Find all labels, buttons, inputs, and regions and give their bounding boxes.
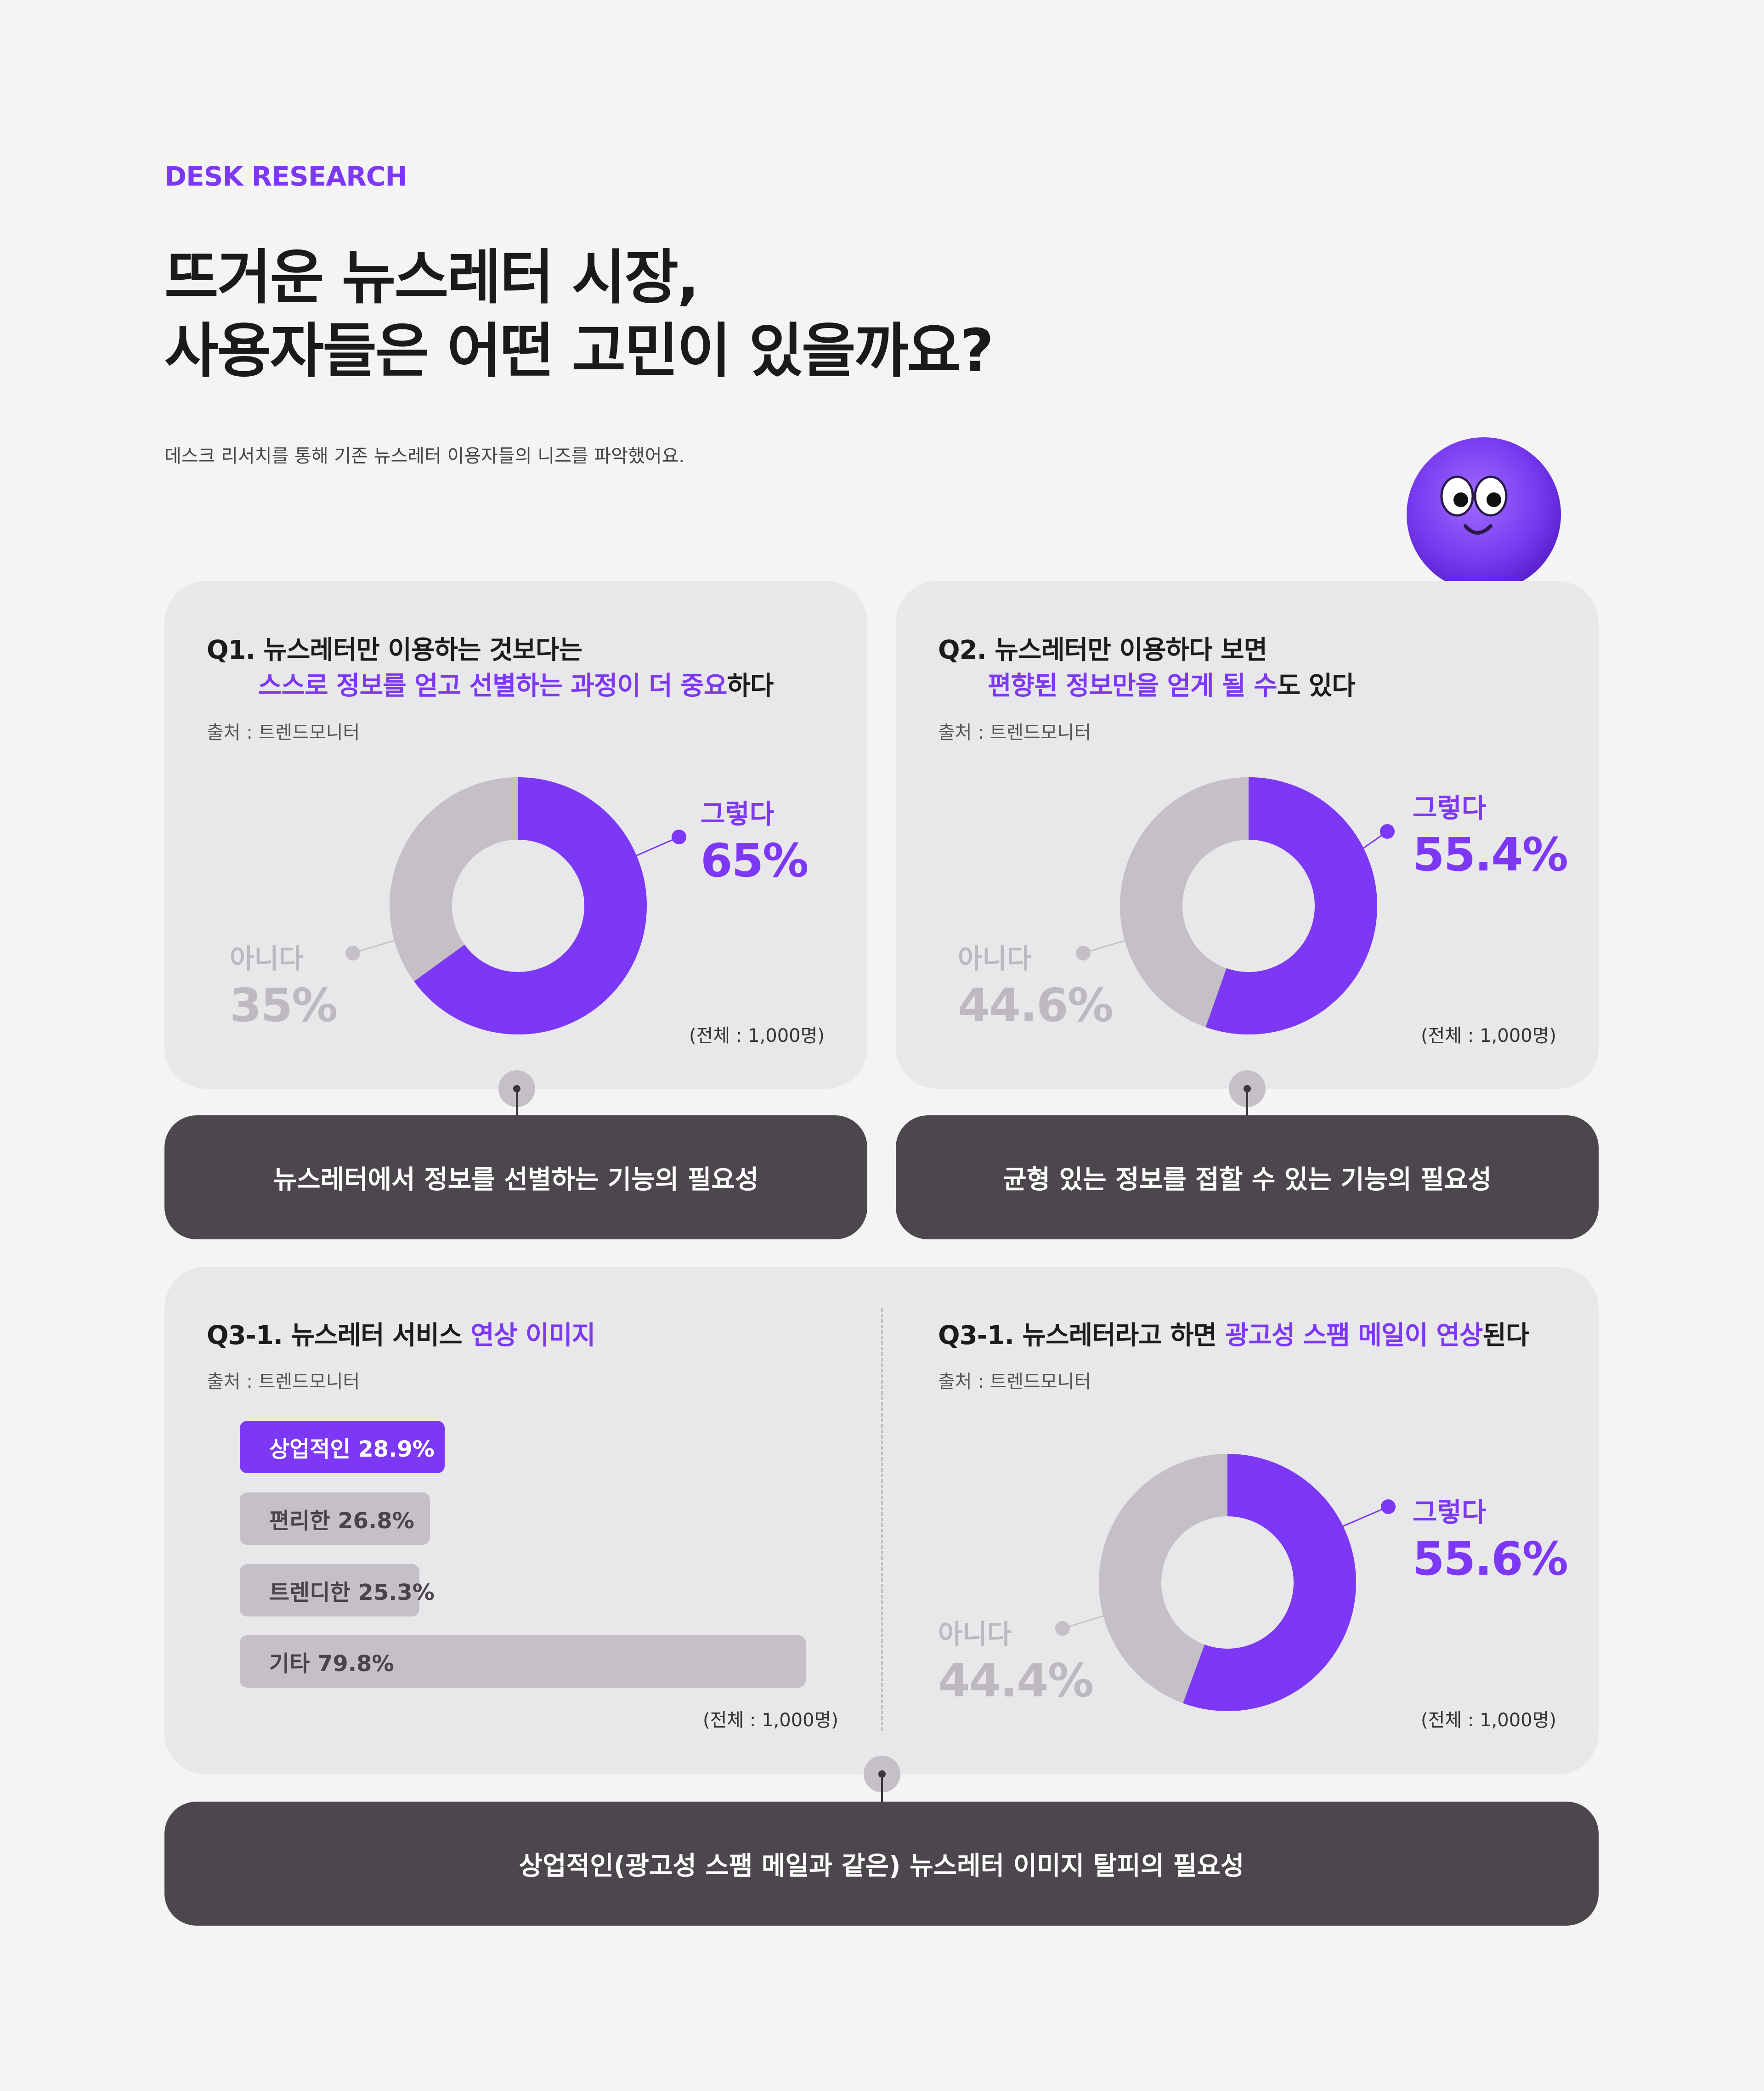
q31b-yes-label: 그렇다 <box>1413 1497 1487 1528</box>
q2-no-label: 아니다 <box>958 943 1032 974</box>
q31a-title: Q3-1. 뉴스레터 서비스 연상 이미지 <box>207 1315 595 1352</box>
q1-no-value: 35% <box>230 978 338 1032</box>
q2-no-leader <box>1076 939 1126 961</box>
q31b-title-highlight: 광고성 스팸 메일이 연상 <box>1225 1321 1483 1351</box>
q1-yes-value: 65% <box>701 834 808 887</box>
q1-no-leader <box>345 939 396 961</box>
q1-question-highlight: 스스로 정보를 얻고 선별하는 과정이 더 중요 <box>258 671 727 701</box>
q2-total: (전체 : 1,000명) <box>1421 1025 1557 1046</box>
q31b-no-value: 44.4% <box>938 1654 1094 1707</box>
q1-source: 출처 : 트렌드모니터 <box>207 722 360 743</box>
q31b-no-leader <box>1055 1615 1105 1636</box>
q2-donut-chart <box>1120 777 1377 1034</box>
bar-4: 기타 79.8% <box>240 1635 806 1688</box>
q31a-title-highlight: 연상 이미지 <box>470 1321 595 1351</box>
q1-yes-slice <box>390 777 647 1034</box>
bar-label: 상업적인 28.9% <box>269 1436 435 1462</box>
q31b-donut-chart <box>1099 1454 1356 1711</box>
q2-insight-box: 균형 있는 정보를 접할 수 있는 기능의 필요성 <box>896 1115 1599 1239</box>
q1-no-label: 아니다 <box>230 943 304 974</box>
q1-connector-line <box>516 1089 518 1116</box>
q2-source: 출처 : 트렌드모니터 <box>938 722 1091 743</box>
q31b-title-prefix: Q3-1. 뉴스레터라고 하면 <box>938 1321 1225 1351</box>
bar-2: 편리한 26.8% <box>240 1492 430 1545</box>
q2-yes-slice <box>1120 777 1377 1034</box>
q2-question-rest: 도 있다 <box>1277 671 1356 701</box>
q31a-title-prefix: Q3-1. 뉴스레터 서비스 <box>207 1321 471 1351</box>
q2-question-line1: Q2. 뉴스레터만 이용하다 보면 <box>938 635 1267 665</box>
q2-yes-leader <box>1359 824 1395 852</box>
page-subtitle: 데스크 리서치를 통해 기존 뉴스레터 이용자들의 니즈를 파악했어요. <box>164 446 685 467</box>
q1-yes-label: 그렇다 <box>701 798 775 830</box>
bar-3: 트렌디한 25.3% <box>240 1564 435 1616</box>
q2-no-value: 44.6% <box>958 978 1114 1032</box>
q1-yes-leader <box>633 830 686 858</box>
bar-1: 상업적인 28.9% <box>240 1421 445 1473</box>
page-title-line1: 뜨거운 뉴스레터 시장, <box>164 243 700 312</box>
q2-insight-text: 균형 있는 정보를 접할 수 있는 기능의 필요성 <box>1003 1164 1492 1195</box>
q1-insight-text: 뉴스레터에서 정보를 선별하는 기능의 필요성 <box>273 1164 759 1195</box>
eyebrow-label: DESK RESEARCH <box>164 161 407 192</box>
q3-connector-line <box>881 1774 883 1803</box>
q2-connector-line <box>1246 1089 1248 1116</box>
q3-divider <box>881 1308 883 1731</box>
q31a-total: (전체 : 1,000명) <box>703 1710 839 1731</box>
q31b-title: Q3-1. 뉴스레터라고 하면 광고성 스팸 메일이 연상된다 <box>938 1315 1529 1352</box>
q1-question-rest: 하다 <box>727 671 774 701</box>
bar-label: 트렌디한 25.3% <box>269 1580 435 1605</box>
q1-insight-box: 뉴스레터에서 정보를 선별하는 기능의 필요성 <box>164 1115 867 1239</box>
q1-donut-chart <box>390 777 647 1034</box>
q3-insight-box: 상업적인(광고성 스팸 메일과 같은) 뉴스레터 이미지 탈피의 필요성 <box>164 1802 1599 1926</box>
bar-label: 편리한 26.8% <box>269 1508 414 1534</box>
q31b-yes-leader <box>1341 1499 1396 1528</box>
q2-yes-label: 그렇다 <box>1413 792 1487 824</box>
q31b-yes-slice <box>1099 1454 1356 1711</box>
q2-question-line2: 편향된 정보만을 얻게 될 수도 있다 <box>988 665 1356 702</box>
q31b-source: 출처 : 트렌드모니터 <box>938 1371 1091 1392</box>
q1-question-line1: Q1. 뉴스레터만 이용하는 것보다는 <box>207 635 582 665</box>
q1-question-line2: 스스로 정보를 얻고 선별하는 과정이 더 중요하다 <box>258 665 774 702</box>
q31a-source: 출처 : 트렌드모니터 <box>207 1371 360 1392</box>
q2-yes-value: 55.4% <box>1413 828 1568 882</box>
page-title-line2: 사용자들은 어떤 고민이 있을까요? <box>164 317 994 385</box>
q1-total: (전체 : 1,000명) <box>689 1025 825 1046</box>
bar-label: 기타 79.8% <box>269 1651 394 1677</box>
q31b-yes-value: 55.6% <box>1413 1532 1568 1586</box>
q31b-title-suffix: 된다 <box>1482 1321 1529 1351</box>
q31b-no-label: 아니다 <box>938 1618 1012 1650</box>
q3-insight-text: 상업적인(광고성 스팸 메일과 같은) 뉴스레터 이미지 탈피의 필요성 <box>519 1851 1244 1881</box>
q2-question-highlight: 편향된 정보만을 얻게 될 수 <box>988 671 1278 701</box>
q31b-total: (전체 : 1,000명) <box>1421 1710 1557 1731</box>
